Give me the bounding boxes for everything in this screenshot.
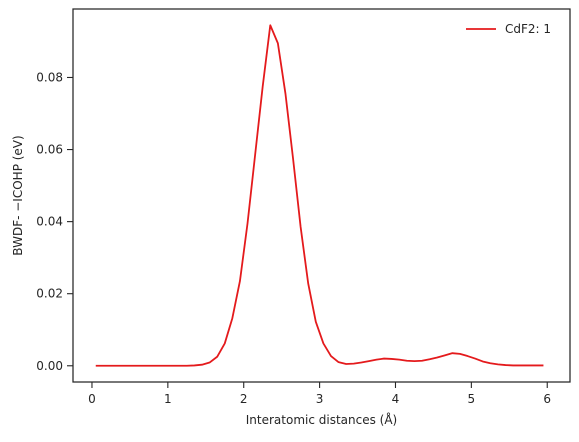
y-tick-label: 0.00 xyxy=(36,359,63,373)
x-tick-label: 2 xyxy=(240,392,248,406)
plot-frame xyxy=(72,8,571,383)
y-tick-label: 0.04 xyxy=(36,215,63,229)
legend-label: CdF2: 1 xyxy=(505,22,551,36)
y-tick-label: 0.08 xyxy=(36,70,63,84)
x-tick-label: 1 xyxy=(164,392,172,406)
x-tick-label: 5 xyxy=(468,392,476,406)
y-tick-label: 0.06 xyxy=(36,143,63,157)
x-tick-label: 4 xyxy=(392,392,400,406)
x-tick-label: 3 xyxy=(316,392,324,406)
x-axis-label: Interatomic distances (Å) xyxy=(246,412,398,427)
y-axis-label: BWDF- −ICOHP (eV) xyxy=(11,135,25,255)
series-line xyxy=(95,24,544,367)
x-tick-label: 6 xyxy=(543,392,551,406)
x-tick-label: 0 xyxy=(88,392,96,406)
y-tick-label: 0.02 xyxy=(36,287,63,301)
